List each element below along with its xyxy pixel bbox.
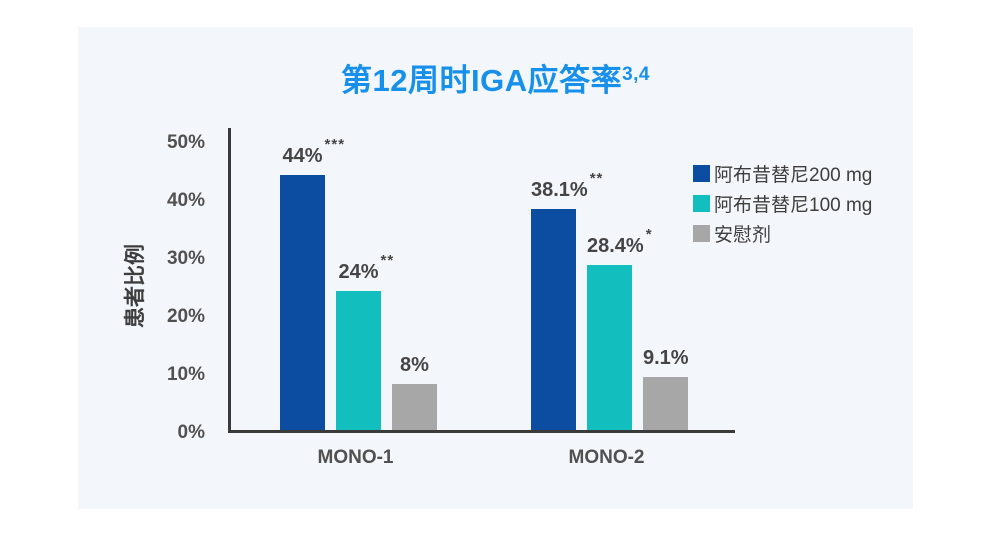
y-tick-50pct: 50%: [166, 132, 205, 153]
significance-asterisks: *: [645, 226, 653, 243]
legend-label: 阿布昔替尼100 mg: [714, 194, 873, 216]
bar-value-text: 9.1%: [643, 347, 689, 369]
bar-value-text: 28.4% *: [587, 226, 653, 257]
legend-swatch: [693, 164, 710, 182]
y-tick-20pct: 20%: [166, 306, 205, 327]
legend-label: 安慰剂: [714, 224, 772, 246]
legend-swatch: [693, 194, 710, 212]
bar-value-text: 44% ***: [282, 136, 346, 167]
y-tick-10pct: 10%: [166, 364, 205, 385]
bar-value-text: 24% **: [338, 252, 395, 283]
significance-asterisks: **: [589, 170, 604, 187]
legend-item-2: 阿布昔替尼100 mg: [693, 188, 872, 218]
legend: 阿布昔替尼200 mg 阿布昔替尼100 mg 安慰剂: [693, 158, 872, 248]
y-tick-40pct: 40%: [166, 190, 205, 211]
bar-value-text: 8%: [400, 354, 429, 376]
legend-item-1: 阿布昔替尼200 mg: [693, 158, 872, 188]
chart-title-text: 第12周时IGA应答率: [340, 63, 623, 98]
bar-value-label: 24% **: [336, 252, 395, 284]
bar-mono-1-series-3: 8%: [392, 350, 437, 430]
bar-value-label: 9.1%: [643, 347, 689, 370]
x-category-mono-2: MONO-2: [568, 447, 645, 468]
chart-title-reference-superscript: 3,4: [622, 64, 650, 85]
significance-asterisks: **: [380, 252, 395, 269]
bar-mono-1-series-1: 44% ***: [280, 136, 346, 430]
bar-value-label: 8%: [392, 354, 437, 377]
bar-mono-2-series-2: 28.4% *: [587, 226, 652, 430]
bar-fill: [587, 265, 632, 430]
significance-asterisks: ***: [324, 136, 346, 153]
bar-mono-2-series-3: 9.1%: [643, 343, 689, 430]
bar-fill: [336, 291, 381, 430]
legend-swatch: [693, 224, 710, 242]
bar-mono-2-series-1: 38.1% **: [531, 170, 602, 430]
bar-fill: [643, 377, 688, 430]
bar-mono-1-series-2: 24% **: [336, 252, 395, 430]
plot-area: 44% *** 24% ** 8% 38.1% ** 28.4% * 9.1%: [228, 128, 735, 433]
y-tick-0pct: 0%: [177, 422, 205, 443]
chart-card: 第12周时IGA应答率3,4 患者比例 50% 40% 30% 20% 10% 0% 44…: [78, 27, 913, 509]
bar-fill: [531, 209, 576, 430]
bar-fill: [392, 384, 437, 430]
bar-value-label: 28.4% *: [587, 226, 652, 258]
y-tick-30pct: 30%: [166, 248, 205, 269]
x-category-mono-1: MONO-1: [317, 447, 394, 468]
bar-fill: [280, 175, 325, 430]
chart-title: 第12周时IGA应答率3,4: [78, 55, 913, 100]
legend-label: 阿布昔替尼200 mg: [714, 164, 873, 186]
bar-value-label: 38.1% **: [531, 170, 602, 202]
bar-value-label: 44% ***: [280, 136, 346, 168]
bar-value-text: 38.1% **: [531, 170, 604, 201]
legend-item-3: 安慰剂: [693, 218, 872, 248]
